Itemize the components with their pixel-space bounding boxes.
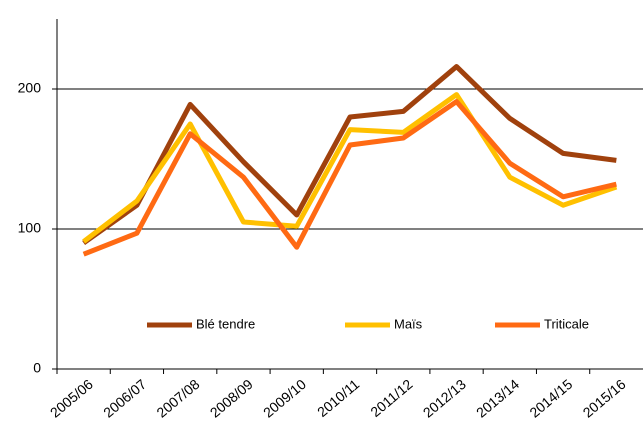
y-tick-label: 0 <box>33 360 41 376</box>
x-tick-label: 2014/15 <box>526 376 575 421</box>
series-line <box>82 64 617 246</box>
x-tick-label: 2015/16 <box>580 376 629 421</box>
x-tick-label: 2010/11 <box>314 376 362 420</box>
x-tick-label: 2011/12 <box>367 376 415 420</box>
x-tick-label: 2012/13 <box>420 376 469 421</box>
legend-label: Blé tendre <box>196 316 255 331</box>
x-tick-label: 2008/09 <box>207 376 256 421</box>
y-tick-label: 200 <box>18 80 42 96</box>
y-tick-label: 100 <box>18 220 42 236</box>
x-tick-label: 2005/06 <box>47 376 96 421</box>
series-line <box>82 99 617 257</box>
legend-label: Triticale <box>544 316 589 331</box>
legend-label: Maïs <box>394 316 423 331</box>
x-tick-label: 2007/08 <box>153 376 202 421</box>
x-tick-label: 2009/10 <box>260 376 309 421</box>
x-tick-label: 2006/07 <box>100 376 149 421</box>
x-tick-label: 2013/14 <box>473 376 522 421</box>
series-line <box>82 92 618 244</box>
